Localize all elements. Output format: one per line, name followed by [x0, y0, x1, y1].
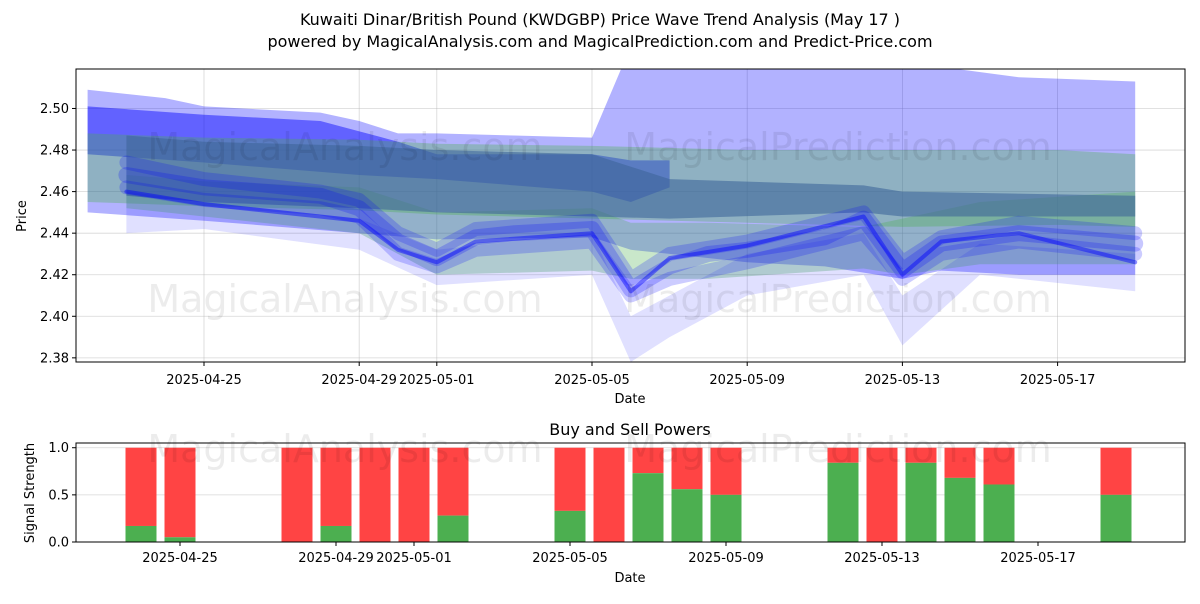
top-y-tick-label: 2.50 [40, 102, 69, 117]
top-y-tick-label: 2.38 [40, 351, 69, 366]
top-x-tick-label: 2025-05-09 [709, 373, 785, 388]
wave-line [119, 180, 1143, 303]
buy-bar [671, 489, 703, 542]
sell-bar [398, 447, 430, 542]
top-x-tick-label: 2025-04-25 [166, 373, 242, 388]
wave-line [119, 155, 1143, 286]
sell-bar [710, 447, 742, 495]
bottom-x-tick-label: 2025-05-01 [376, 551, 452, 566]
bottom-x-tick-label: 2025-05-05 [532, 551, 608, 566]
buy-bar [554, 510, 586, 542]
top-y-tick-label: 2.40 [40, 310, 69, 325]
bottom-y-tick-label: 1.0 [48, 441, 69, 456]
bottom-chart-title: Buy and Sell Powers [549, 420, 711, 439]
sell-bar [983, 447, 1015, 485]
bottom-plot-bars [125, 447, 1132, 542]
wave-line [118, 167, 1144, 298]
buy-bar [125, 525, 157, 542]
watermark-text: MagicalPrediction.com [624, 427, 1052, 471]
top-x-tick-label: 2025-05-13 [865, 373, 941, 388]
bottom-x-tick-label: 2025-04-29 [298, 551, 374, 566]
top-x-tick-label: 2025-05-01 [399, 373, 475, 388]
buy-bar [905, 462, 937, 542]
buy-bar [437, 515, 469, 542]
sell-bar [866, 447, 898, 542]
buy-bar [1100, 494, 1132, 542]
buy-bar [320, 525, 352, 542]
top-y-tick-label: 2.46 [40, 185, 69, 200]
sell-bar [671, 447, 703, 490]
top-plot-watermarks: MagicalAnalysis.com MagicalPrediction.co… [147, 125, 1051, 321]
sell-bar [1100, 447, 1132, 495]
buy-bar [164, 537, 196, 542]
watermark-text: MagicalAnalysis.com [147, 125, 542, 169]
bottom-x-axis-label: Date [614, 571, 645, 586]
bottom-y-tick-label: 0.0 [48, 536, 69, 551]
top-plot-frame [75, 68, 1186, 363]
top-y-axis-label: Price [15, 200, 30, 232]
sell-bar [632, 447, 664, 474]
watermark-text: MagicalPrediction.com [624, 277, 1052, 321]
sell-bar [359, 447, 391, 542]
buy-bar [632, 473, 664, 542]
top-y-tick-label: 2.42 [40, 268, 69, 283]
top-x-tick-label: 2025-05-05 [554, 373, 630, 388]
bottom-plot-axes: 0.0 0.5 1.0 2025-04-25 2025-04-29 2025-05-01 2… [48, 441, 1075, 566]
chart-title-line1: Kuwaiti Dinar/British Pound (KWDGBP) Pri… [300, 10, 900, 29]
sell-bar [554, 447, 586, 511]
chart-title-line2: powered by MagicalAnalysis.com and Magic… [267, 32, 932, 51]
bottom-plot-watermarks: MagicalAnalysis.com MagicalPrediction.co… [147, 427, 1051, 471]
top-plot-bands [87, 69, 1136, 362]
wave-band [126, 191, 1136, 362]
sell-bar [593, 447, 625, 542]
sell-bar [125, 447, 157, 526]
bottom-x-tick-label: 2025-05-17 [1000, 551, 1076, 566]
top-x-tick-label: 2025-04-29 [321, 373, 397, 388]
sell-bar [320, 447, 352, 526]
watermark-text: MagicalAnalysis.com [147, 277, 542, 321]
top-x-tick-label: 2025-05-17 [1020, 373, 1096, 388]
wave-band [126, 135, 1136, 219]
sell-bar [164, 447, 196, 538]
buy-bar [710, 494, 742, 542]
top-plot-axes: 2.38 2.40 2.42 2.44 2.46 2.48 2.50 2025-04-25 20… [40, 102, 1095, 388]
bottom-y-tick-label: 0.5 [48, 488, 69, 503]
bottom-x-tick-label: 2025-05-13 [844, 551, 920, 566]
bottom-plot-frame [75, 442, 1186, 543]
buy-bar [983, 484, 1015, 542]
bottom-x-tick-label: 2025-05-09 [688, 551, 764, 566]
sell-bar [944, 447, 976, 478]
watermark-text: MagicalPrediction.com [624, 125, 1052, 169]
buy-bar [827, 462, 859, 542]
sell-bar [281, 447, 313, 542]
sell-bar [905, 447, 937, 463]
sell-bar [827, 447, 859, 463]
bottom-y-axis-label: Signal Strength [23, 443, 38, 543]
buy-bar [944, 477, 976, 542]
top-plot-wave-lines [118, 155, 1144, 303]
wave-line [124, 189, 1138, 294]
watermark-text: MagicalAnalysis.com [147, 427, 542, 471]
top-y-tick-label: 2.48 [40, 144, 69, 159]
top-y-tick-label: 2.44 [40, 227, 69, 242]
top-x-axis-label: Date [614, 392, 645, 407]
sell-bar [437, 447, 469, 516]
bottom-x-tick-label: 2025-04-25 [142, 551, 218, 566]
